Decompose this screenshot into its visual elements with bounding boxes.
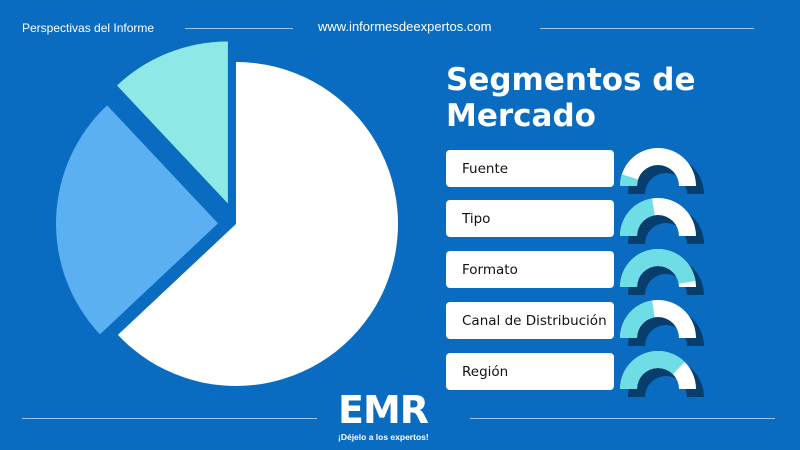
divider — [22, 418, 317, 419]
website-url[interactable]: www.informesdeexpertos.com — [318, 19, 492, 34]
pie-slice-2 — [117, 41, 228, 204]
segment-región[interactable]: Región — [446, 353, 614, 390]
logo-tagline: ¡Déjelo a los expertos! — [338, 432, 429, 442]
segment-tipo[interactable]: Tipo — [446, 200, 614, 237]
section-title: Segmentos de Mercado — [446, 62, 696, 134]
pie-chart — [56, 41, 399, 387]
pie-slice-0 — [117, 62, 399, 387]
gauge-fill — [620, 198, 655, 236]
divider — [185, 28, 293, 29]
gauges — [620, 148, 704, 397]
divider — [470, 418, 775, 419]
emr-logo: EMR — [338, 388, 429, 432]
gauge-fill — [620, 249, 696, 287]
gauge-track — [620, 148, 696, 186]
pie-slice-1 — [56, 105, 219, 335]
gauge-fill — [620, 300, 655, 338]
divider — [540, 28, 754, 29]
gauge-fill — [620, 174, 639, 186]
segment-fuente[interactable]: Fuente — [446, 150, 614, 187]
segment-canal-de-distribución[interactable]: Canal de Distribución — [446, 302, 614, 339]
gauge-fill — [620, 351, 685, 389]
segment-formato[interactable]: Formato — [446, 251, 614, 288]
report-perspectives-label: Perspectivas del Informe — [22, 21, 155, 35]
